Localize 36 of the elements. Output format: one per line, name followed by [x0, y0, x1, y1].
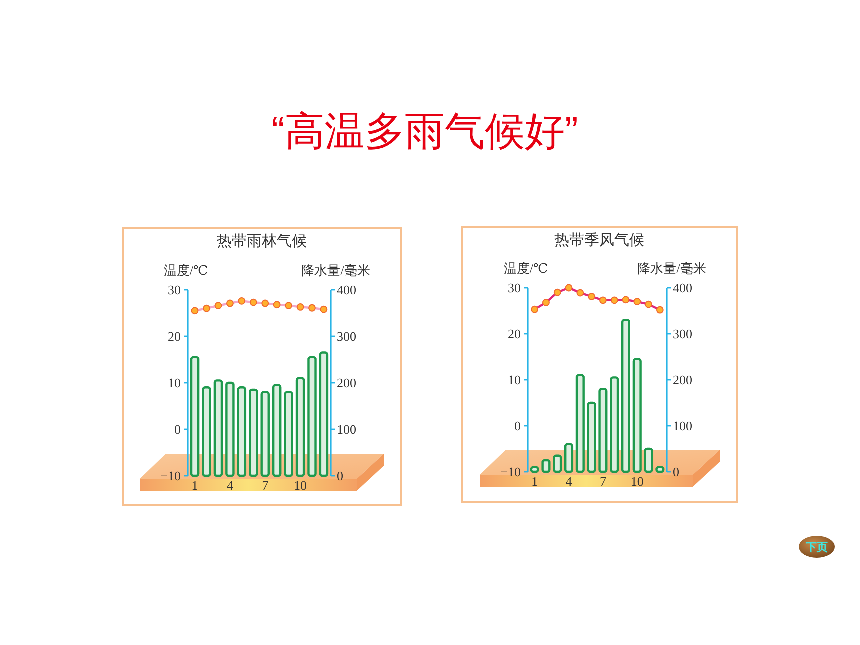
xtick: 7 — [262, 478, 269, 493]
ytick: −10 — [160, 468, 181, 484]
ytick: 30 — [168, 282, 181, 298]
ylabel: 温度/℃ — [164, 263, 208, 278]
xtick: 1 — [192, 478, 198, 493]
ylabel: 温度/℃ — [504, 261, 548, 276]
y2tick: 200 — [337, 376, 356, 390]
y2tick: 300 — [673, 326, 692, 342]
y2label: 降水量/毫米 — [302, 263, 370, 278]
chart-title: 热带雨林气候 — [217, 234, 307, 250]
xtick: 7 — [600, 474, 606, 489]
ytick: 0 — [174, 422, 181, 437]
y2tick: 400 — [337, 282, 356, 298]
xtick: 4 — [566, 474, 572, 489]
ytick: 20 — [168, 329, 181, 344]
button-label: 下页 — [806, 542, 828, 554]
y2tick: 100 — [337, 422, 356, 437]
xtick: 10 — [630, 474, 644, 489]
ytick: 0 — [514, 418, 521, 434]
xtick: 10 — [294, 478, 308, 493]
xtick: 1 — [532, 474, 538, 489]
y2tick: 100 — [673, 418, 692, 434]
ytick: 10 — [508, 372, 521, 388]
y2tick: 200 — [673, 372, 692, 388]
chart-title: 热带季风气候 — [554, 233, 644, 249]
ytick: −10 — [500, 464, 521, 480]
ytick: 20 — [508, 326, 521, 342]
y2tick: 0 — [673, 464, 680, 480]
y2tick: 300 — [337, 329, 356, 344]
y2tick: 400 — [673, 280, 692, 296]
xtick: 4 — [226, 478, 234, 493]
ytick: 30 — [508, 280, 521, 296]
heading: “高温多雨气候好” — [272, 110, 578, 154]
ytick: 10 — [168, 376, 181, 390]
y2label: 降水量/毫米 — [638, 261, 706, 276]
y2tick: 0 — [337, 468, 344, 484]
